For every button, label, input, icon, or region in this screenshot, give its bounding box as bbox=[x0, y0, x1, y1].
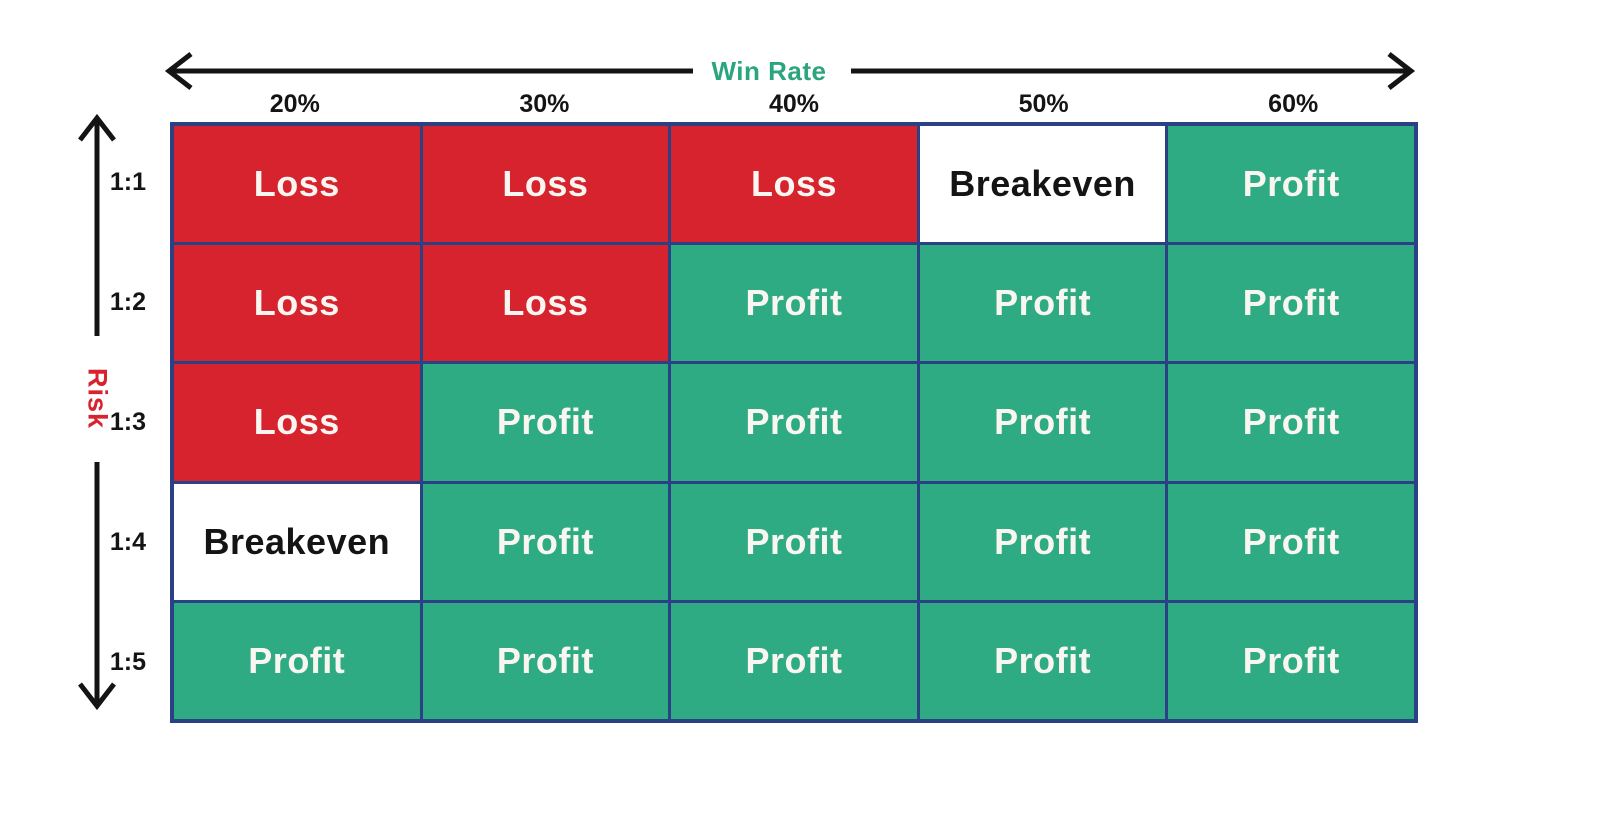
y-tick-label: 1:3 bbox=[109, 407, 146, 436]
right-arrowhead-icon bbox=[1387, 52, 1416, 90]
y-tick-label: 1:2 bbox=[109, 287, 146, 316]
matrix-cell: Loss bbox=[174, 364, 420, 481]
matrix-cell: Breakeven bbox=[919, 126, 1166, 243]
x-tick-label: 20% bbox=[269, 90, 320, 118]
matrix-cell: Loss bbox=[174, 126, 420, 243]
matrix-cell: Profit bbox=[919, 364, 1166, 481]
matrix-cell: Profit bbox=[1168, 602, 1414, 719]
matrix-cell: Loss bbox=[671, 126, 917, 243]
y-tick-label: 1:4 bbox=[109, 528, 146, 557]
matrix-cell: Profit bbox=[671, 602, 917, 719]
matrix-cell: Profit bbox=[671, 483, 917, 600]
risk-arrow bbox=[78, 113, 116, 711]
matrix-cell: Profit bbox=[1168, 126, 1414, 243]
matrix-cell: Profit bbox=[671, 245, 917, 362]
matrix-grid: Loss Loss Loss Breakeven Profit Loss Loss Profi… bbox=[170, 122, 1418, 723]
matrix-cell: Profit bbox=[671, 364, 917, 481]
x-tick-label: 50% bbox=[1018, 90, 1069, 118]
x-tick-label: 60% bbox=[1268, 90, 1319, 118]
matrix-cell: Profit bbox=[919, 602, 1166, 719]
matrix-cell: Profit bbox=[422, 602, 669, 719]
x-axis-title: Win Rate bbox=[711, 56, 827, 86]
win-rate-arrow bbox=[164, 52, 1416, 90]
matrix-cell: Profit bbox=[422, 483, 669, 600]
matrix-cell: Profit bbox=[919, 483, 1166, 600]
x-tick-label: 30% bbox=[519, 90, 570, 118]
matrix-cell: Profit bbox=[1168, 483, 1414, 600]
matrix-cell: Profit bbox=[919, 245, 1166, 362]
y-axis-title: Risk bbox=[82, 368, 113, 430]
matrix-cell: Breakeven bbox=[174, 483, 420, 600]
x-tick-label: 40% bbox=[768, 90, 820, 118]
matrix-cell: Profit bbox=[174, 602, 420, 719]
left-arrowhead-icon bbox=[164, 52, 193, 90]
down-arrowhead-icon bbox=[78, 682, 116, 711]
y-tick-label: 1:5 bbox=[109, 648, 146, 677]
matrix-cell: Loss bbox=[422, 126, 669, 243]
matrix-cell: Profit bbox=[1168, 364, 1414, 481]
up-arrowhead-icon bbox=[78, 113, 116, 142]
matrix-cell: Profit bbox=[422, 364, 669, 481]
matrix-cell: Profit bbox=[1168, 245, 1414, 362]
matrix-cell: Loss bbox=[174, 245, 420, 362]
column-headers: 20% 30% 40% 50% 60% bbox=[170, 88, 1418, 120]
row-labels: 1:1 1:2 1:3 1:4 1:5 bbox=[84, 122, 146, 723]
matrix-cell: Loss bbox=[422, 245, 669, 362]
y-tick-label: 1:1 bbox=[109, 167, 146, 196]
